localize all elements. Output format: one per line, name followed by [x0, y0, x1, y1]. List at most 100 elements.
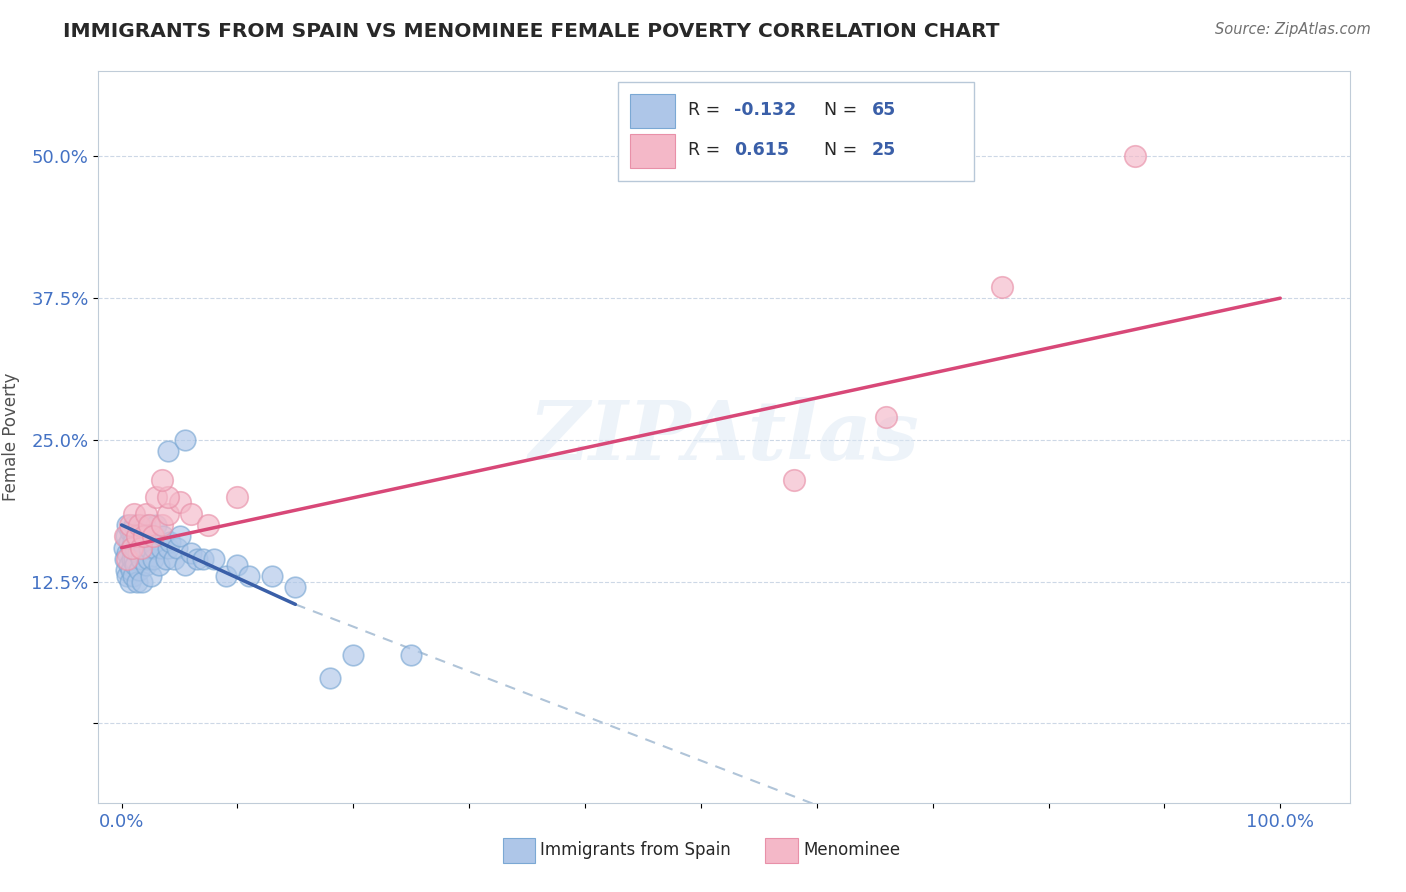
Point	[174, 558, 197, 572]
Point	[121, 541, 143, 555]
Point	[122, 569, 145, 583]
Point	[226, 490, 249, 504]
Point	[124, 541, 146, 555]
Point	[180, 507, 202, 521]
Point	[197, 518, 219, 533]
Text: 65: 65	[872, 101, 896, 120]
Point	[991, 280, 1014, 294]
Point	[186, 552, 208, 566]
Text: R =: R =	[688, 101, 725, 120]
Point	[169, 529, 191, 543]
Point	[117, 518, 139, 533]
Text: ZIPAtlas: ZIPAtlas	[529, 397, 920, 477]
Point	[134, 518, 156, 533]
Point	[117, 569, 139, 583]
Point	[120, 541, 142, 555]
Point	[148, 558, 170, 572]
Point	[782, 473, 804, 487]
Point	[226, 558, 249, 572]
Point	[155, 552, 177, 566]
Point	[131, 535, 153, 549]
Point	[121, 524, 143, 538]
FancyBboxPatch shape	[630, 94, 675, 128]
Point	[145, 490, 167, 504]
Point	[150, 473, 173, 487]
Point	[143, 541, 166, 555]
Point	[180, 546, 202, 560]
Point	[128, 518, 150, 533]
Point	[145, 518, 167, 533]
Point	[125, 529, 148, 543]
Point	[125, 529, 148, 543]
Point	[238, 569, 260, 583]
Point	[112, 541, 135, 555]
Point	[132, 529, 155, 543]
Text: R =: R =	[688, 141, 731, 160]
Point	[115, 529, 138, 543]
Point	[150, 541, 173, 555]
Point	[129, 541, 152, 555]
Point	[202, 552, 225, 566]
FancyBboxPatch shape	[617, 82, 974, 181]
Point	[191, 552, 214, 566]
Text: 25: 25	[872, 141, 896, 160]
Point	[156, 507, 179, 521]
Point	[163, 552, 186, 566]
Point	[169, 495, 191, 509]
Point	[127, 546, 149, 560]
Point	[138, 518, 160, 533]
Point	[284, 580, 307, 594]
Point	[156, 444, 179, 458]
Point	[125, 574, 148, 589]
Y-axis label: Female Poverty: Female Poverty	[3, 373, 20, 501]
Point	[135, 507, 157, 521]
Text: -0.132: -0.132	[734, 101, 796, 120]
Point	[166, 541, 188, 555]
Point	[118, 574, 141, 589]
Point	[120, 563, 142, 577]
Point	[262, 569, 284, 583]
Text: 0.615: 0.615	[734, 141, 789, 160]
FancyBboxPatch shape	[765, 838, 799, 863]
Point	[122, 535, 145, 549]
Point	[132, 541, 155, 555]
Point	[139, 569, 162, 583]
Point	[136, 552, 159, 566]
Text: N =: N =	[824, 101, 863, 120]
Point	[117, 558, 139, 572]
Point	[136, 529, 159, 543]
Point	[401, 648, 423, 663]
Point	[129, 524, 152, 538]
Point	[319, 671, 342, 685]
Point	[129, 552, 152, 566]
Text: Source: ZipAtlas.com: Source: ZipAtlas.com	[1215, 22, 1371, 37]
Point	[131, 574, 153, 589]
Point	[215, 569, 238, 583]
Point	[138, 541, 160, 555]
Text: IMMIGRANTS FROM SPAIN VS MENOMINEE FEMALE POVERTY CORRELATION CHART: IMMIGRANTS FROM SPAIN VS MENOMINEE FEMAL…	[63, 22, 1000, 41]
FancyBboxPatch shape	[630, 135, 675, 168]
Point	[117, 552, 139, 566]
Point	[117, 546, 139, 560]
Point	[152, 529, 174, 543]
Point	[135, 558, 157, 572]
Point	[124, 558, 146, 572]
Text: Immigrants from Spain: Immigrants from Spain	[540, 841, 731, 859]
Point	[121, 552, 143, 566]
Point	[115, 563, 138, 577]
Text: N =: N =	[824, 141, 863, 160]
Point	[118, 518, 141, 533]
Point	[174, 433, 197, 447]
Point	[1125, 149, 1147, 163]
Point	[114, 552, 136, 566]
Point	[124, 518, 146, 533]
Point	[156, 541, 179, 555]
Point	[142, 552, 165, 566]
Text: Menominee: Menominee	[803, 841, 900, 859]
Point	[117, 535, 139, 549]
Point	[156, 490, 179, 504]
Point	[142, 529, 165, 543]
Point	[150, 518, 173, 533]
Point	[159, 535, 181, 549]
Point	[124, 552, 146, 566]
